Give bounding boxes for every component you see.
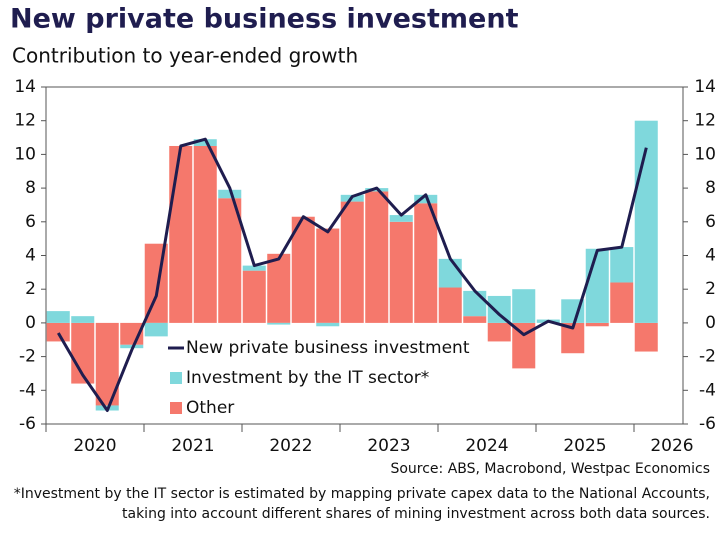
y2-tick-label: 12 xyxy=(694,111,716,131)
legend-label: Investment by the IT sector* xyxy=(186,368,429,388)
bar xyxy=(340,201,364,323)
line xyxy=(57,137,648,412)
y-tick-label: 8 xyxy=(25,178,36,198)
bar xyxy=(389,215,413,222)
bar xyxy=(561,322,585,354)
y2-tick-label: 4 xyxy=(705,246,716,266)
bar xyxy=(267,322,291,325)
bar xyxy=(365,191,389,323)
bar xyxy=(487,295,511,323)
y-tick-label: 2 xyxy=(25,279,36,299)
x-tick-label: 2025 xyxy=(563,436,606,456)
x-tick-label: 2020 xyxy=(73,436,116,456)
y-tick-label: 10 xyxy=(14,144,36,164)
bar xyxy=(193,139,217,146)
bar xyxy=(414,194,438,204)
y2-tick-label: 0 xyxy=(705,313,716,333)
x-tick-label: 2023 xyxy=(367,436,410,456)
legend-swatch xyxy=(170,402,182,414)
bar xyxy=(169,145,193,323)
y-tick-label: 4 xyxy=(25,246,36,266)
y2-tick-label: 2 xyxy=(705,279,716,299)
x-tick-label: 2022 xyxy=(269,436,312,456)
footnote: taking into account different shares of … xyxy=(122,506,710,522)
bar xyxy=(610,282,634,323)
bar xyxy=(389,221,413,323)
bar xyxy=(71,316,95,323)
footnote: *Investment by the IT sector is estimate… xyxy=(14,486,710,502)
x-tick-label: 2024 xyxy=(465,436,508,456)
bar xyxy=(267,253,291,323)
bar xyxy=(316,322,340,327)
bar xyxy=(463,290,487,317)
bar xyxy=(487,322,511,342)
bar xyxy=(291,216,315,323)
bar xyxy=(316,228,340,323)
bar xyxy=(46,311,70,323)
y-tick-label: -2 xyxy=(19,347,36,367)
bar xyxy=(193,145,217,323)
y2-tick-label: 8 xyxy=(705,178,716,198)
y2-tick-label: -2 xyxy=(699,347,716,367)
y2-tick-label: 10 xyxy=(694,144,716,164)
bar xyxy=(585,248,609,323)
bar xyxy=(242,270,266,323)
y-tick-label: 6 xyxy=(25,212,36,232)
bar xyxy=(634,322,658,352)
y2-tick-label: -4 xyxy=(699,380,716,400)
bar xyxy=(438,258,462,288)
x-tick-label: 2026 xyxy=(650,436,693,456)
bar xyxy=(463,316,487,323)
bar xyxy=(218,198,242,323)
bar xyxy=(218,189,242,199)
bar xyxy=(144,322,168,337)
bar xyxy=(242,265,266,271)
y-tick-label: -4 xyxy=(19,380,36,400)
chart-title: New private business investment xyxy=(10,4,519,35)
y2-tick-label: -6 xyxy=(699,414,716,434)
bar xyxy=(512,289,536,323)
source: Source: ABS, Macrobond, Westpac Economic… xyxy=(390,461,710,477)
bar xyxy=(610,247,634,283)
y-tick-label: 0 xyxy=(25,313,36,333)
y-tick-label: -6 xyxy=(19,414,36,434)
bar xyxy=(95,322,119,406)
y-tick-label: 14 xyxy=(14,77,36,97)
chart-subtitle: Contribution to year-ended growth xyxy=(12,44,358,68)
bar xyxy=(414,203,438,323)
y2-tick-label: 14 xyxy=(694,77,716,97)
x-tick-label: 2021 xyxy=(171,436,214,456)
bar xyxy=(71,322,95,384)
y2-tick-label: 6 xyxy=(705,212,716,232)
legend-swatch xyxy=(170,372,182,384)
bar xyxy=(438,287,462,323)
bar xyxy=(512,322,536,369)
y-tick-label: 12 xyxy=(14,111,36,131)
bar xyxy=(585,322,609,327)
legend-label: New private business investment xyxy=(186,338,470,358)
bar xyxy=(46,322,70,342)
legend-label: Other xyxy=(186,398,234,418)
